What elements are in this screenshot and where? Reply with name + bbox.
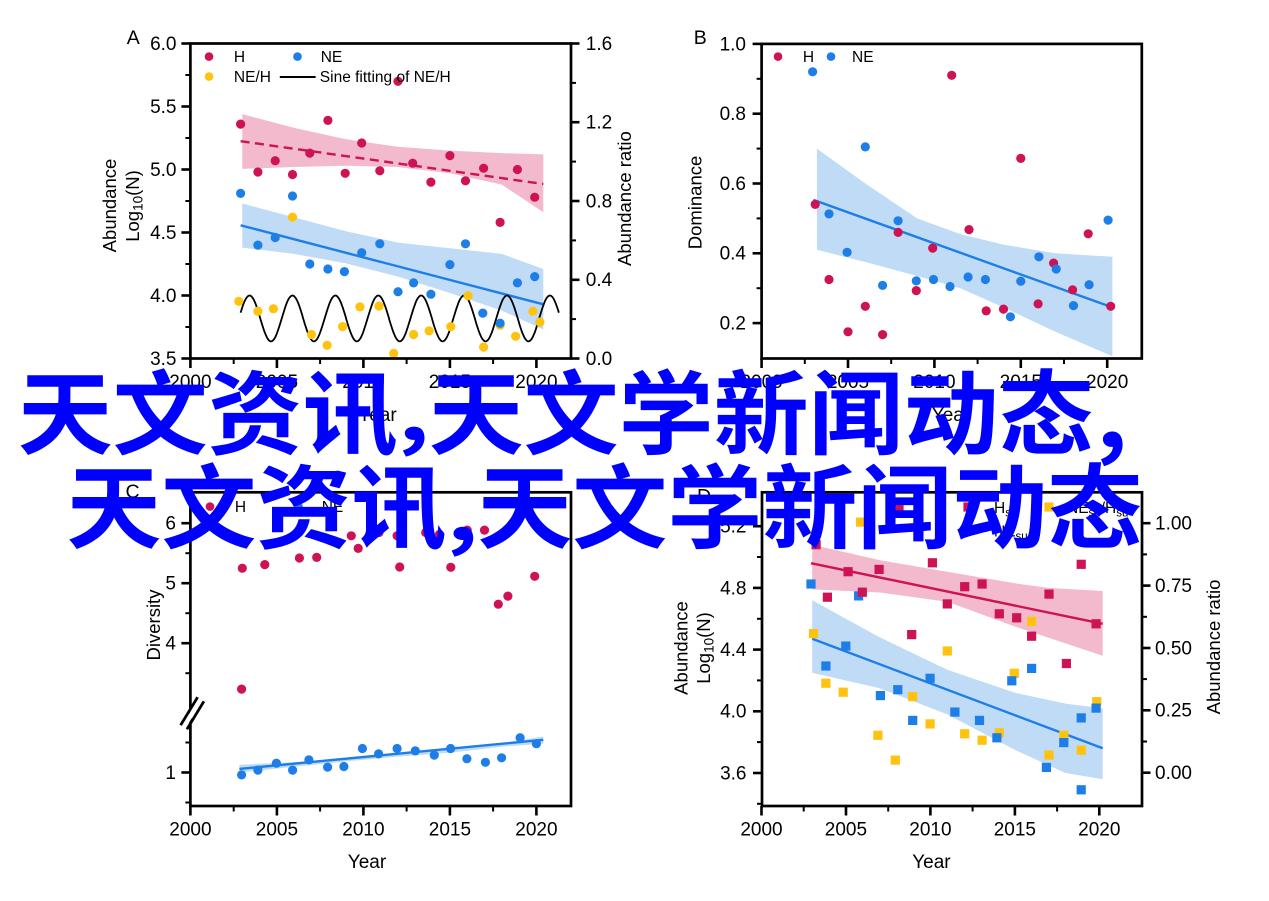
svg-text:1.0: 1.0	[720, 34, 746, 55]
svg-text:0.00: 0.00	[1155, 763, 1192, 784]
svg-text:1.2: 1.2	[586, 113, 612, 134]
svg-text:4.0: 4.0	[150, 286, 176, 307]
svg-text:Dominance: Dominance	[685, 156, 706, 250]
svg-text:2005: 2005	[256, 819, 298, 840]
svg-text:2010: 2010	[909, 819, 951, 840]
svg-text:0.75: 0.75	[1155, 576, 1192, 597]
svg-text:Diversity: Diversity	[143, 589, 164, 661]
svg-text:H: H	[803, 49, 814, 66]
svg-text:0.2: 0.2	[720, 314, 746, 335]
svg-text:2010: 2010	[342, 819, 384, 840]
svg-text:4.0: 4.0	[720, 702, 746, 723]
svg-text:2005: 2005	[825, 819, 867, 840]
svg-text:NE/H: NE/H	[234, 69, 271, 86]
svg-text:NE: NE	[321, 49, 343, 66]
svg-text:0.8: 0.8	[586, 191, 612, 212]
svg-text:1: 1	[165, 763, 176, 784]
svg-text:Abundance ratio: Abundance ratio	[1203, 580, 1224, 715]
svg-text:2015: 2015	[429, 819, 471, 840]
svg-text:Abundance: Abundance	[671, 601, 692, 695]
svg-text:0.50: 0.50	[1155, 638, 1192, 659]
svg-text:2000: 2000	[169, 819, 211, 840]
svg-text:Abundance: Abundance	[99, 159, 120, 253]
svg-text:1.6: 1.6	[586, 34, 612, 55]
svg-text:4.8: 4.8	[720, 578, 746, 599]
svg-text:4: 4	[165, 634, 176, 655]
svg-text:4.4: 4.4	[720, 640, 747, 661]
svg-text:0.25: 0.25	[1155, 701, 1192, 722]
svg-text:0.4: 0.4	[586, 270, 613, 291]
svg-text:0.6: 0.6	[720, 174, 746, 195]
svg-text:6: 6	[165, 514, 176, 535]
svg-text:3.5: 3.5	[150, 349, 176, 370]
svg-text:1.00: 1.00	[1155, 514, 1192, 535]
svg-text:Log10(N): Log10(N)	[122, 170, 146, 242]
svg-text:A: A	[127, 27, 140, 49]
svg-text:6.0: 6.0	[150, 34, 176, 55]
svg-text:0.4: 0.4	[720, 244, 747, 265]
svg-text:Year: Year	[348, 852, 387, 873]
svg-text:Log10(N): Log10(N)	[693, 612, 717, 684]
svg-text:5.5: 5.5	[150, 97, 176, 118]
svg-text:5: 5	[165, 574, 176, 595]
svg-text:0.8: 0.8	[720, 104, 746, 125]
svg-text:2020: 2020	[1078, 819, 1120, 840]
svg-text:NE: NE	[852, 49, 874, 66]
svg-text:Sine fitting of NE/H: Sine fitting of NE/H	[320, 69, 451, 86]
svg-text:5.0: 5.0	[150, 160, 176, 181]
svg-text:2000: 2000	[740, 819, 782, 840]
svg-text:H: H	[234, 49, 245, 66]
svg-text:2020: 2020	[515, 819, 557, 840]
svg-text:H: H	[235, 499, 246, 516]
svg-text:B: B	[694, 27, 707, 49]
svg-text:2015: 2015	[994, 819, 1036, 840]
svg-text:Abundance ratio: Abundance ratio	[614, 131, 635, 266]
svg-text:Year: Year	[912, 852, 951, 873]
svg-text:3.6: 3.6	[720, 763, 746, 784]
svg-text:4.5: 4.5	[150, 223, 176, 244]
svg-text:2020: 2020	[1086, 372, 1128, 393]
svg-text:0.0: 0.0	[586, 349, 612, 370]
